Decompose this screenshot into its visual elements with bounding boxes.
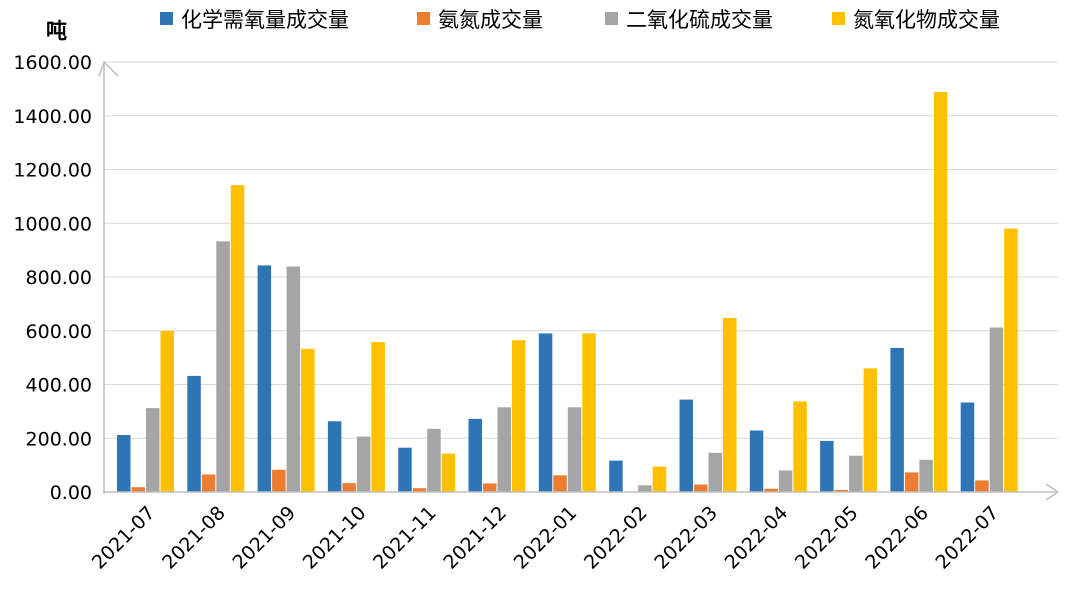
bar (131, 487, 145, 492)
bar (497, 407, 511, 492)
bar (567, 407, 582, 492)
bar (553, 475, 567, 492)
bar (749, 430, 764, 492)
bar (582, 333, 596, 492)
bar (117, 435, 131, 492)
bar (863, 368, 878, 492)
bar (538, 333, 553, 492)
x-tick-label: 2021-10 (299, 502, 371, 574)
x-tick-label: 2021-09 (228, 502, 300, 574)
bar (398, 447, 412, 492)
legend: 化学需氧量成交量 氨氮成交量 二氧化硫成交量 氮氧化物成交量 (160, 8, 1000, 32)
y-tick-label: 600.00 (26, 321, 92, 343)
bar (483, 483, 497, 492)
bar (975, 480, 989, 492)
x-tick-label: 2021-12 (439, 502, 511, 574)
legend-swatch (832, 12, 845, 25)
x-tick-label: 2022-04 (721, 502, 793, 574)
bar (960, 402, 975, 492)
bar (638, 485, 652, 492)
bar (820, 440, 834, 492)
bar (778, 470, 793, 492)
bar (834, 489, 849, 492)
bar (146, 408, 160, 492)
bar (652, 466, 667, 492)
x-tick-label: 2022-01 (510, 502, 582, 574)
bar (272, 469, 286, 492)
bar (257, 265, 272, 492)
x-tick-label: 2022-06 (861, 502, 933, 574)
bar (441, 453, 456, 492)
x-tick-label: 2022-07 (932, 502, 1004, 574)
legend-label: 氮氧化物成交量 (853, 8, 1000, 32)
bar (512, 340, 526, 492)
gridlines (104, 61, 1058, 439)
x-tick-label: 2022-05 (791, 502, 863, 574)
x-tick-label: 2021-07 (88, 502, 160, 574)
y-axis-arrow (98, 60, 119, 77)
y-tick-label: 1000.00 (13, 213, 92, 235)
y-tick-label: 400.00 (26, 375, 92, 397)
bar (723, 317, 737, 493)
bar (327, 421, 342, 492)
bar (356, 436, 371, 492)
y-tick-label: 1200.00 (13, 160, 92, 182)
bar (919, 459, 933, 493)
bar (201, 474, 216, 492)
bar (301, 348, 315, 492)
bar (216, 241, 230, 492)
bar (187, 375, 201, 492)
bar (412, 488, 427, 492)
y-tick-label: 200.00 (26, 428, 92, 450)
legend-label: 化学需氧量成交量 (181, 8, 349, 32)
legend-label: 二氧化硫成交量 (626, 8, 773, 32)
legend-swatch (417, 12, 430, 25)
x-axis-arrow (1045, 483, 1060, 501)
bar (933, 92, 948, 492)
y-tick-label: 800.00 (26, 267, 92, 289)
bars (117, 92, 1018, 493)
bar (1004, 228, 1018, 492)
bar (286, 266, 301, 492)
legend-label: 氨氮成交量 (438, 8, 543, 32)
y-tick-label: 1400.00 (13, 106, 92, 128)
bar (609, 460, 623, 492)
x-tick-label: 2022-03 (650, 502, 722, 574)
bar (764, 488, 778, 492)
bar (890, 347, 904, 492)
bar (468, 418, 482, 492)
bar (694, 484, 708, 492)
y-axis-unit-label: 吨 (46, 19, 67, 43)
x-axis-ticks: 2021-072021-082021-092021-102021-112021-… (88, 502, 1003, 574)
bar (989, 327, 1004, 492)
bar (679, 399, 693, 493)
x-tick-label: 2021-11 (369, 502, 441, 574)
bar (904, 472, 919, 492)
bar (708, 452, 722, 492)
bar (849, 455, 863, 492)
bar (230, 185, 245, 492)
legend-swatch (605, 12, 618, 25)
x-tick-label: 2022-02 (580, 502, 652, 574)
bar (371, 342, 385, 492)
y-axis-ticks: 0.00 200.00 400.00 600.00 800.00 1000.00 1200.… (13, 52, 92, 504)
y-tick-label: 0.00 (50, 482, 92, 504)
legend-swatch (160, 12, 173, 25)
bar (342, 483, 356, 492)
x-tick-label: 2021-08 (158, 502, 230, 574)
axes (98, 60, 1060, 501)
y-tick-label: 1600.00 (13, 52, 92, 74)
bar (427, 428, 441, 492)
bar (160, 330, 174, 493)
bar (793, 401, 807, 492)
